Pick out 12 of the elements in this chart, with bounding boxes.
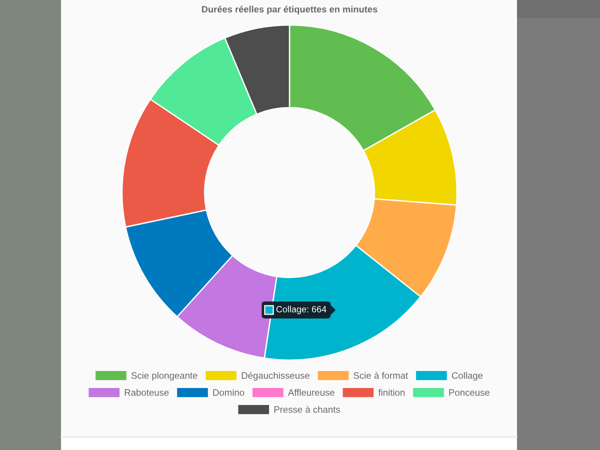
legend-label: Scie plongeante [131,372,198,381]
legend-label: Domino [213,388,244,396]
legend-label: Collage [452,372,483,381]
text: Collage: 664 [276,306,326,314]
legend-label: Ponceuse [449,389,490,396]
legend-label: finition [378,388,405,396]
legend-label: Affleureuse [288,388,334,396]
legend-label: Presse à chants [274,406,340,413]
legend-label: Dégauchisseuse [242,372,310,381]
chart-title: Durées réelles par étiquettes en minutes [202,6,378,14]
legend-label: Scie à format [354,372,408,379]
legend-label: Raboteuse [124,388,169,396]
